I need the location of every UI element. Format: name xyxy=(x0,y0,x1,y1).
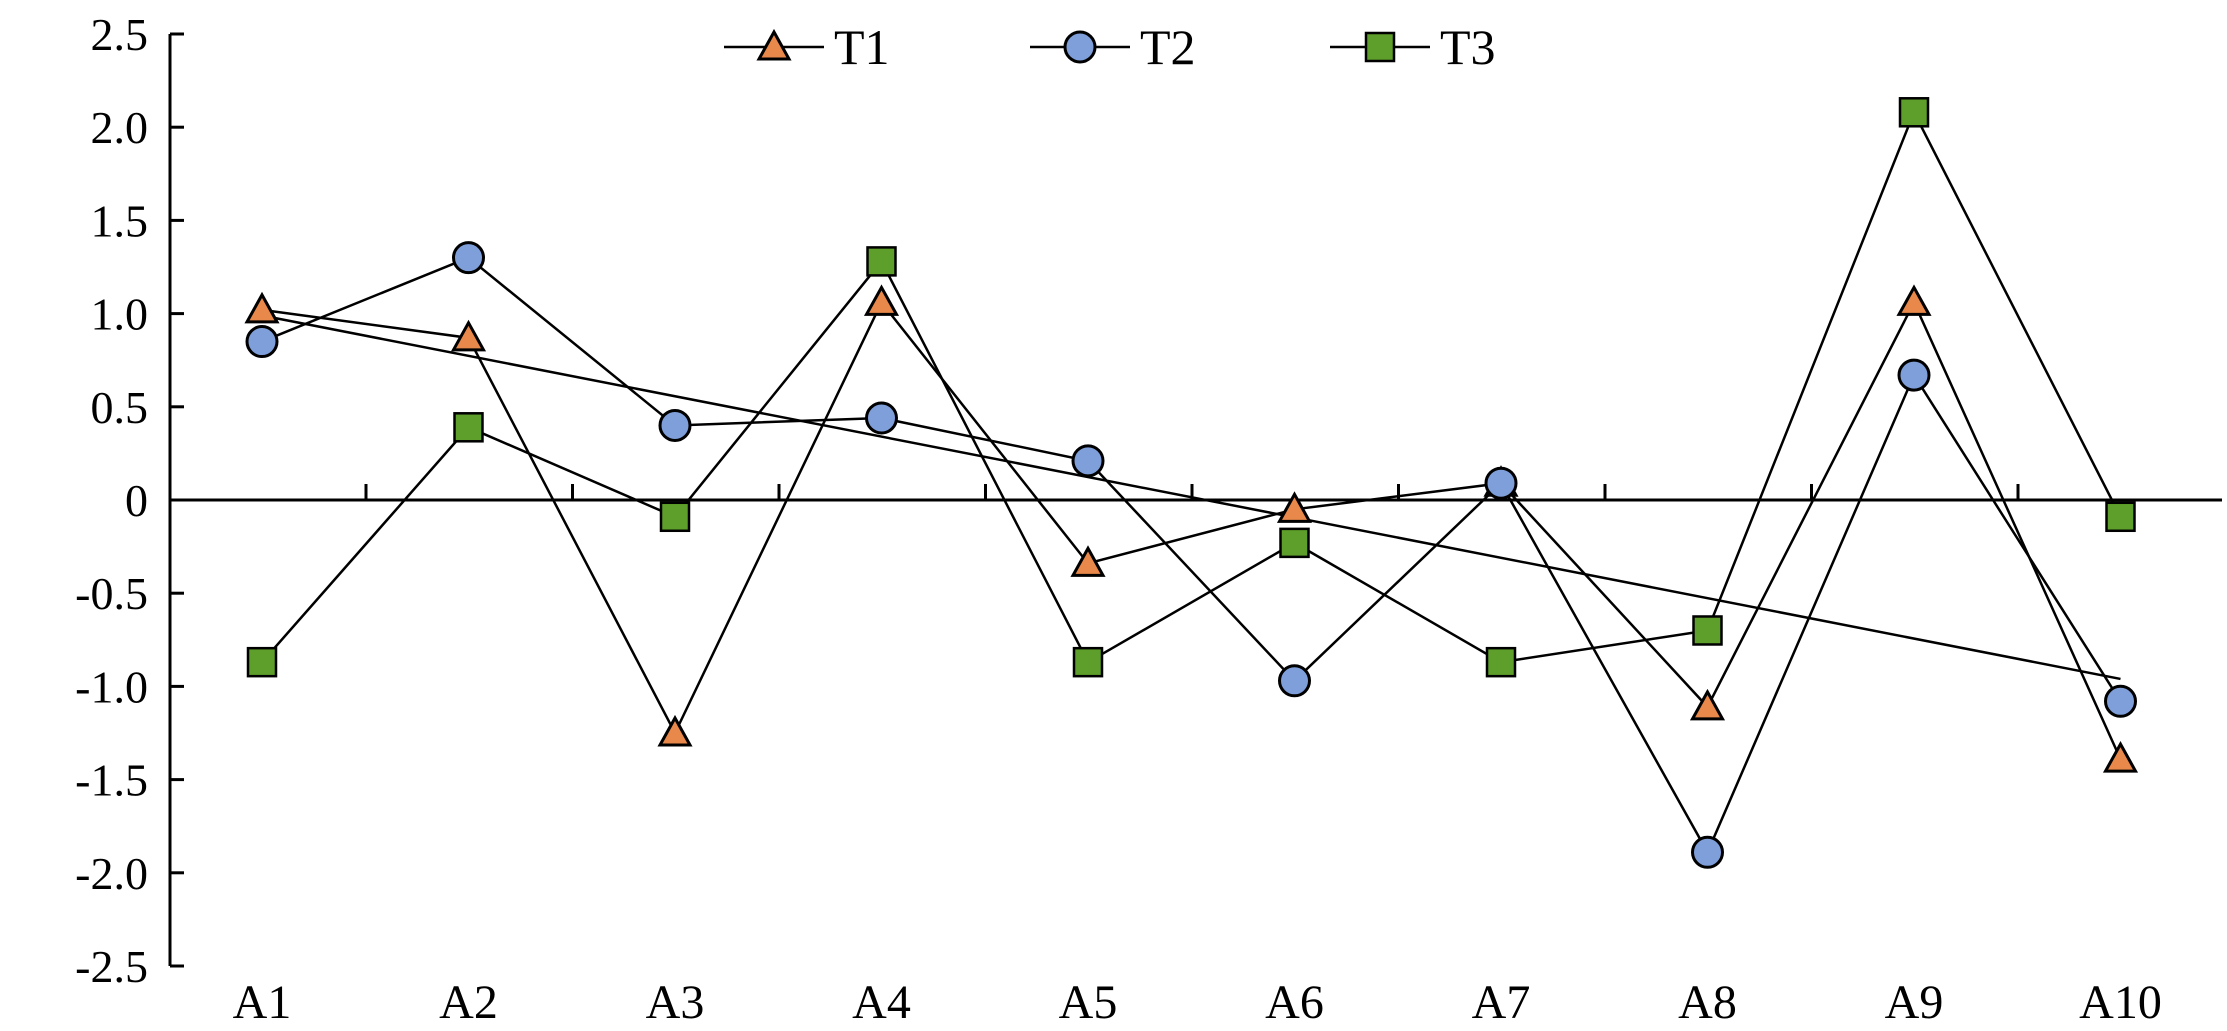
x-tick-label: A4 xyxy=(852,976,911,1026)
x-tick-label: A8 xyxy=(1678,976,1737,1026)
data-point-t2-a10 xyxy=(2104,684,2137,718)
data-point-t3-a6 xyxy=(1279,527,1310,559)
y-tick-label: 0.5 xyxy=(91,382,149,433)
legend-marker-t3 xyxy=(1364,31,1396,63)
data-point-t1-a1 xyxy=(244,291,280,324)
data-point-t2-a3 xyxy=(658,408,692,442)
series-line-t3 xyxy=(261,109,2122,664)
tick-labels: 2.5 2.0 1.5 1.0 0.5 0 -0.5 -1.0 -1.5 -2.0 -2.5 A1 A2… xyxy=(75,9,2162,1029)
data-point-t3-a10 xyxy=(2105,501,2136,533)
y-tick-label: 2.5 xyxy=(91,9,149,60)
data-point-t1-a5 xyxy=(1070,545,1106,577)
y-tick-label: 0 xyxy=(125,475,148,526)
data-point-t1-a8 xyxy=(1689,688,1726,721)
data-point-t2-a9 xyxy=(1897,358,1931,392)
data-point-t2-a1 xyxy=(245,325,279,359)
y-tick-label: -2.5 xyxy=(75,941,148,992)
legend-label-t3: T3 xyxy=(1440,19,1496,75)
data-point-t2-a2 xyxy=(452,241,485,275)
y-tick-label: -0.5 xyxy=(75,568,148,619)
x-tick-label: A1 xyxy=(233,976,292,1026)
y-tick-label: -1.0 xyxy=(75,661,148,712)
legend: T1 T2 T3 xyxy=(724,19,1496,75)
data-point-t1-a3 xyxy=(657,714,693,747)
data-point-t2-a5 xyxy=(1071,444,1105,478)
legend-label-t2: T2 xyxy=(1140,19,1196,75)
data-point-t3-a3 xyxy=(659,501,691,533)
data-point-t2-a6 xyxy=(1278,664,1311,698)
data-point-t1-a2 xyxy=(450,319,487,352)
data-point-t1-a6 xyxy=(1276,491,1313,523)
data-point-t1-a9 xyxy=(1896,284,1932,316)
x-tick-label: A2 xyxy=(439,976,498,1026)
legend-marker-t1 xyxy=(756,28,792,61)
data-point-t2-a4 xyxy=(865,401,898,435)
data-point-t1-a10 xyxy=(2102,741,2139,773)
series-lines xyxy=(261,109,2122,856)
x-tick-label: A7 xyxy=(1472,976,1531,1026)
data-point-t3-a2 xyxy=(453,412,484,443)
data-point-t3-a5 xyxy=(1072,646,1104,678)
y-tick-label: -2.0 xyxy=(75,848,148,899)
y-tick-label: 2.0 xyxy=(91,102,149,153)
data-point-t3-a4 xyxy=(866,246,897,277)
series-line-t2 xyxy=(261,256,2122,856)
data-point-t1-a4 xyxy=(863,284,900,316)
axes xyxy=(168,32,2222,968)
legend-marker-t2 xyxy=(1063,30,1097,64)
x-tick-label: A10 xyxy=(2079,976,2162,1026)
x-tick-label: A6 xyxy=(1265,976,1324,1026)
data-point-t2-a7 xyxy=(1484,466,1518,500)
x-tick-label: A3 xyxy=(646,976,705,1026)
data-point-t3-a1 xyxy=(246,646,278,678)
trendline xyxy=(261,314,2121,681)
series-markers xyxy=(244,97,2139,869)
data-point-t2-a8 xyxy=(1691,835,1724,869)
legend-label-t1: T1 xyxy=(834,19,890,75)
y-tick-label: 1.0 xyxy=(91,289,149,340)
data-point-t3-a8 xyxy=(1692,615,1723,646)
series-line-t1 xyxy=(261,299,2122,760)
x-tick-label: A5 xyxy=(1059,976,1118,1026)
data-point-t3-a7 xyxy=(1485,646,1517,678)
y-tick-label: -1.5 xyxy=(75,755,148,806)
y-tick-label: 1.5 xyxy=(91,195,149,246)
x-tick-label: A9 xyxy=(1885,976,1944,1026)
data-point-t3-a9 xyxy=(1898,97,1930,128)
